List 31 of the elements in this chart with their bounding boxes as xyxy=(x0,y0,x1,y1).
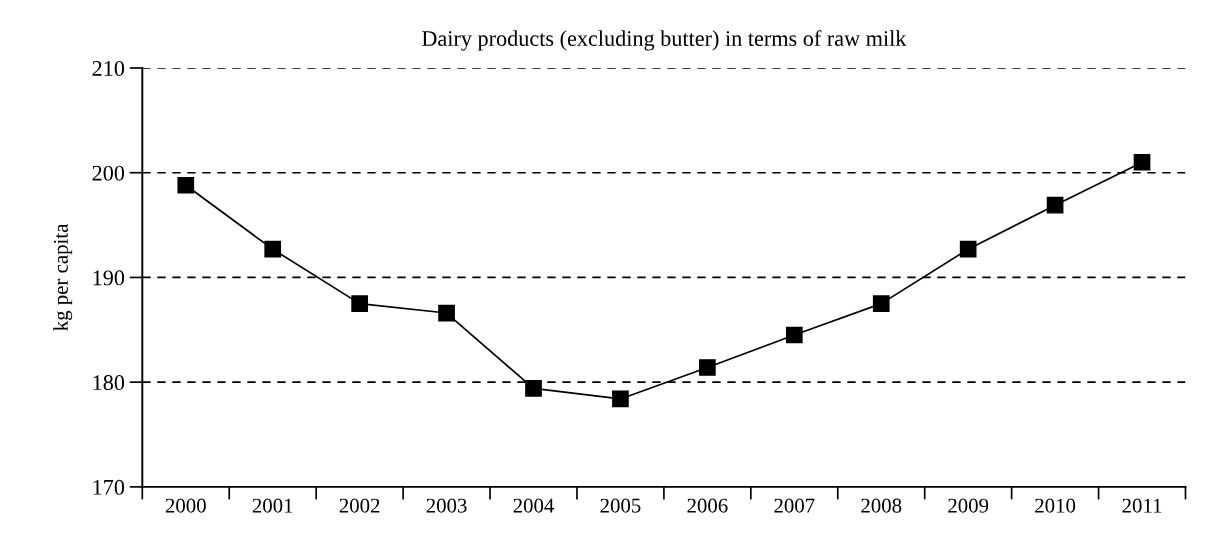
x-tick-label: 2002 xyxy=(339,498,380,513)
point xyxy=(959,240,977,258)
x-tick-label: 2001 xyxy=(252,498,293,513)
point xyxy=(1133,153,1151,171)
x-tick-label: 2007 xyxy=(774,498,815,513)
x-tick-label: 2010 xyxy=(1035,498,1076,513)
x-tick-label: 2004 xyxy=(513,498,555,513)
y-tick-label: 170 xyxy=(93,479,125,495)
x-tick-label: 2006 xyxy=(687,498,728,513)
y-tick-label: 210 xyxy=(92,60,125,76)
point xyxy=(612,390,629,408)
point xyxy=(264,240,282,258)
point xyxy=(699,359,716,376)
x-tick-label: 2011 xyxy=(1122,498,1162,513)
point xyxy=(872,295,890,312)
chart-title: Dairy products (excluding butter) in terms of raw milk xyxy=(422,30,907,51)
y-tick-label: 180 xyxy=(93,375,125,391)
point xyxy=(785,326,803,344)
point xyxy=(525,380,542,397)
y-tick-label: 200 xyxy=(92,165,125,181)
x-tick-label: 2000 xyxy=(165,498,206,513)
point xyxy=(177,176,195,194)
x-tick-label: 2003 xyxy=(426,498,467,513)
x-tick-label: 2009 xyxy=(948,498,989,513)
point xyxy=(438,304,455,322)
y-axis-title: kg per capita xyxy=(53,223,73,331)
point xyxy=(1046,196,1064,214)
point xyxy=(351,295,368,312)
x-tick-label: 2008 xyxy=(861,498,902,513)
y-tick-label: 190 xyxy=(93,270,125,286)
x-tick-label: 2005 xyxy=(600,498,641,513)
